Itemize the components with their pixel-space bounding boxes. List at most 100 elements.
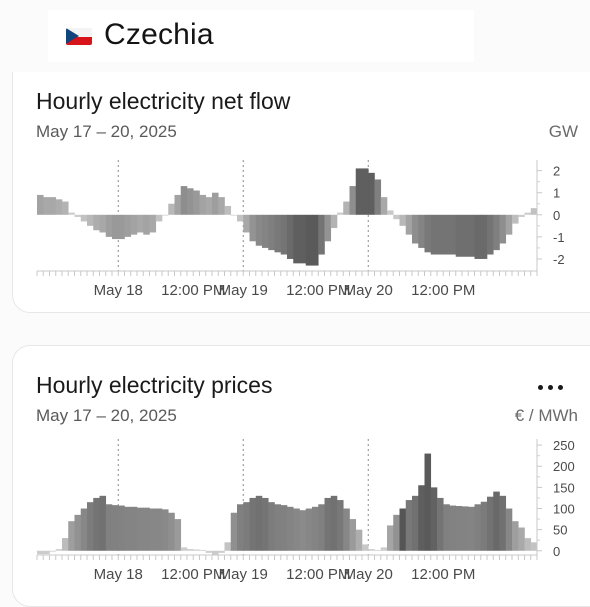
x-tick-label: 12:00 PM: [411, 566, 475, 583]
y-tick-label: 0: [553, 208, 560, 223]
price-bar: [524, 538, 532, 551]
netflow-bar: [55, 199, 63, 215]
netflow-bar: [505, 214, 513, 235]
x-tick-label: May 19: [219, 566, 268, 583]
price-bar: [349, 519, 357, 551]
price-bar: [105, 504, 113, 551]
x-tick-label: May 19: [219, 282, 268, 299]
netflow-bar: [230, 214, 238, 216]
price-bar: [437, 497, 444, 551]
price-bar: [337, 500, 344, 551]
price-bar: [149, 508, 157, 551]
netflow-bar: [255, 214, 263, 246]
netflow-bar: [280, 214, 288, 255]
netflow-bar: [243, 214, 250, 233]
netflow-bar: [137, 214, 144, 233]
netflow-bar: [124, 214, 132, 237]
netflow-bar: [305, 214, 313, 266]
price-bar: [243, 502, 250, 551]
price-bar: [505, 508, 513, 551]
price-bar: [399, 508, 407, 551]
prices-card: [12, 345, 590, 607]
price-bar: [99, 495, 107, 551]
price-bar: [93, 497, 100, 551]
netflow-bar: [155, 214, 163, 222]
netflow-bar: [168, 203, 175, 215]
netflow-bar: [412, 214, 419, 244]
y-tick-label: -1: [553, 230, 565, 245]
price-bar: [180, 547, 188, 551]
price-bar: [49, 550, 57, 552]
price-bar: [199, 549, 207, 551]
price-bar: [305, 508, 313, 551]
netflow-bar: [262, 214, 269, 248]
netflow-bar: [324, 214, 332, 242]
price-bar: [380, 547, 388, 551]
netflow-bar: [112, 214, 119, 240]
netflow-bar: [212, 192, 219, 215]
netflow-bar: [524, 212, 532, 215]
price-bar: [480, 501, 488, 551]
y-tick-label: 2: [553, 164, 560, 179]
price-bar: [268, 502, 275, 551]
price-bar: [487, 496, 494, 551]
price-bar: [62, 538, 69, 551]
netflow-bar: [487, 214, 494, 255]
country-header: Czechia: [48, 10, 474, 62]
price-bar: [280, 505, 288, 551]
netflow-bar: [355, 168, 363, 215]
czech-flag-icon: [66, 28, 92, 45]
netflow-bar: [368, 172, 375, 215]
price-bar: [518, 527, 525, 551]
price-bar: [324, 497, 332, 551]
y-tick-label: 100: [553, 502, 575, 517]
netflow-bar: [399, 214, 407, 226]
price-bar: [80, 508, 88, 551]
price-bar: [37, 550, 44, 555]
netflow-bar: [468, 214, 475, 257]
y-tick-label: -2: [553, 252, 565, 267]
price-bar: [124, 506, 132, 551]
x-tick-label: May 20: [344, 566, 393, 583]
netflow-bar: [218, 197, 225, 215]
netflow-bar: [499, 214, 507, 244]
y-tick-label: 150: [553, 480, 575, 495]
netflow-bar: [193, 190, 200, 215]
more-options-icon[interactable]: [536, 372, 566, 402]
price-bar: [87, 502, 94, 551]
price-bar: [255, 495, 263, 551]
netflow-bar: [462, 214, 469, 257]
netflow-bar: [405, 214, 413, 235]
price-bar: [143, 507, 150, 551]
prices-unit: € / MWh: [514, 406, 578, 425]
price-bar: [249, 497, 257, 551]
netflow-bar: [343, 201, 350, 215]
price-bar: [462, 506, 469, 551]
price-bar: [430, 487, 438, 551]
x-tick-label: 12:00 PM: [286, 566, 350, 583]
netflow-bar: [130, 214, 138, 235]
netflow-bar: [393, 214, 400, 220]
netflow-bar: [249, 214, 257, 242]
x-tick-label: May 18: [94, 282, 143, 299]
netflow-bar: [118, 214, 125, 240]
prices-title: Hourly electricity prices: [36, 372, 273, 398]
netflow-bar: [162, 214, 169, 216]
price-bar: [174, 519, 182, 551]
netflow-bar: [274, 214, 282, 253]
netflow-bar: [455, 214, 463, 257]
price-bar: [118, 505, 125, 551]
netflow-bar: [362, 168, 369, 215]
netflow-bar: [99, 214, 107, 233]
price-bar: [424, 453, 432, 551]
x-tick-label: 12:00 PM: [411, 282, 475, 299]
netflow-bar: [424, 214, 432, 253]
x-tick-label: 12:00 PM: [161, 566, 225, 583]
netflow-bar: [105, 214, 113, 237]
price-bar: [130, 506, 138, 551]
price-bar: [362, 544, 369, 551]
netflow-bar: [387, 210, 394, 215]
price-bar: [205, 550, 213, 553]
